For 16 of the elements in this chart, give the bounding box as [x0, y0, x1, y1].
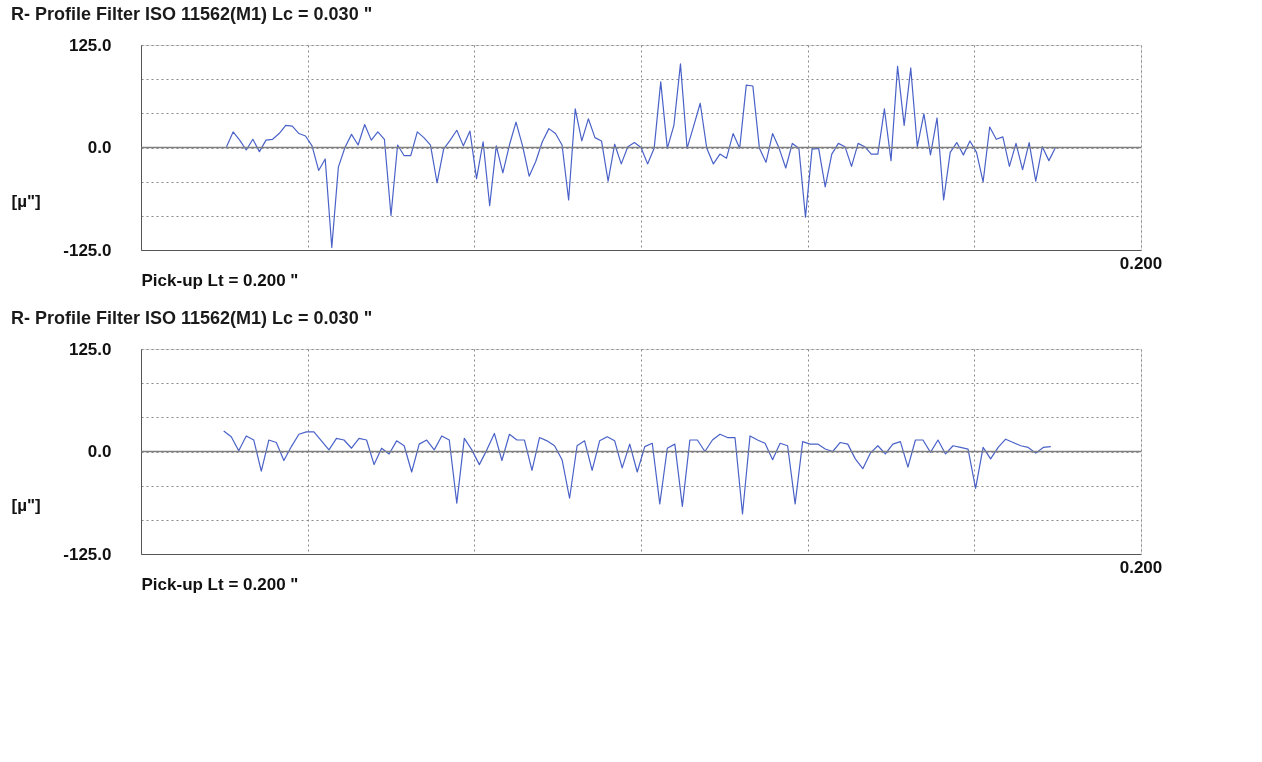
x-axis-title: Pick-up Lt = 0.200 ": [141, 270, 299, 290]
chart-title: R- Profile Filter ISO 11562(M1) Lc = 0.030 ": [11, 308, 373, 328]
y-tick-label: -125.0: [63, 240, 112, 260]
text: 0.200: [1119, 558, 1163, 577]
line-series: [223, 430, 1052, 515]
y-axis-title: [µ"]: [11, 495, 41, 515]
y-tick-label: 125.0: [68, 35, 112, 55]
y-tick-label: -125.0: [63, 544, 112, 564]
line-series: [225, 63, 1057, 249]
x-axis-title: Pick-up Lt = 0.200 ": [141, 574, 299, 594]
text: 0.200: [1119, 254, 1163, 273]
chart-title: R- Profile Filter ISO 11562(M1) Lc = 0.030 ": [11, 4, 373, 24]
y-tick-label: 125.0: [68, 339, 112, 359]
y-tick-label: 0.0: [87, 138, 112, 157]
y-tick-label: 0.0: [87, 442, 112, 461]
y-axis-title: [µ"]: [11, 191, 41, 211]
